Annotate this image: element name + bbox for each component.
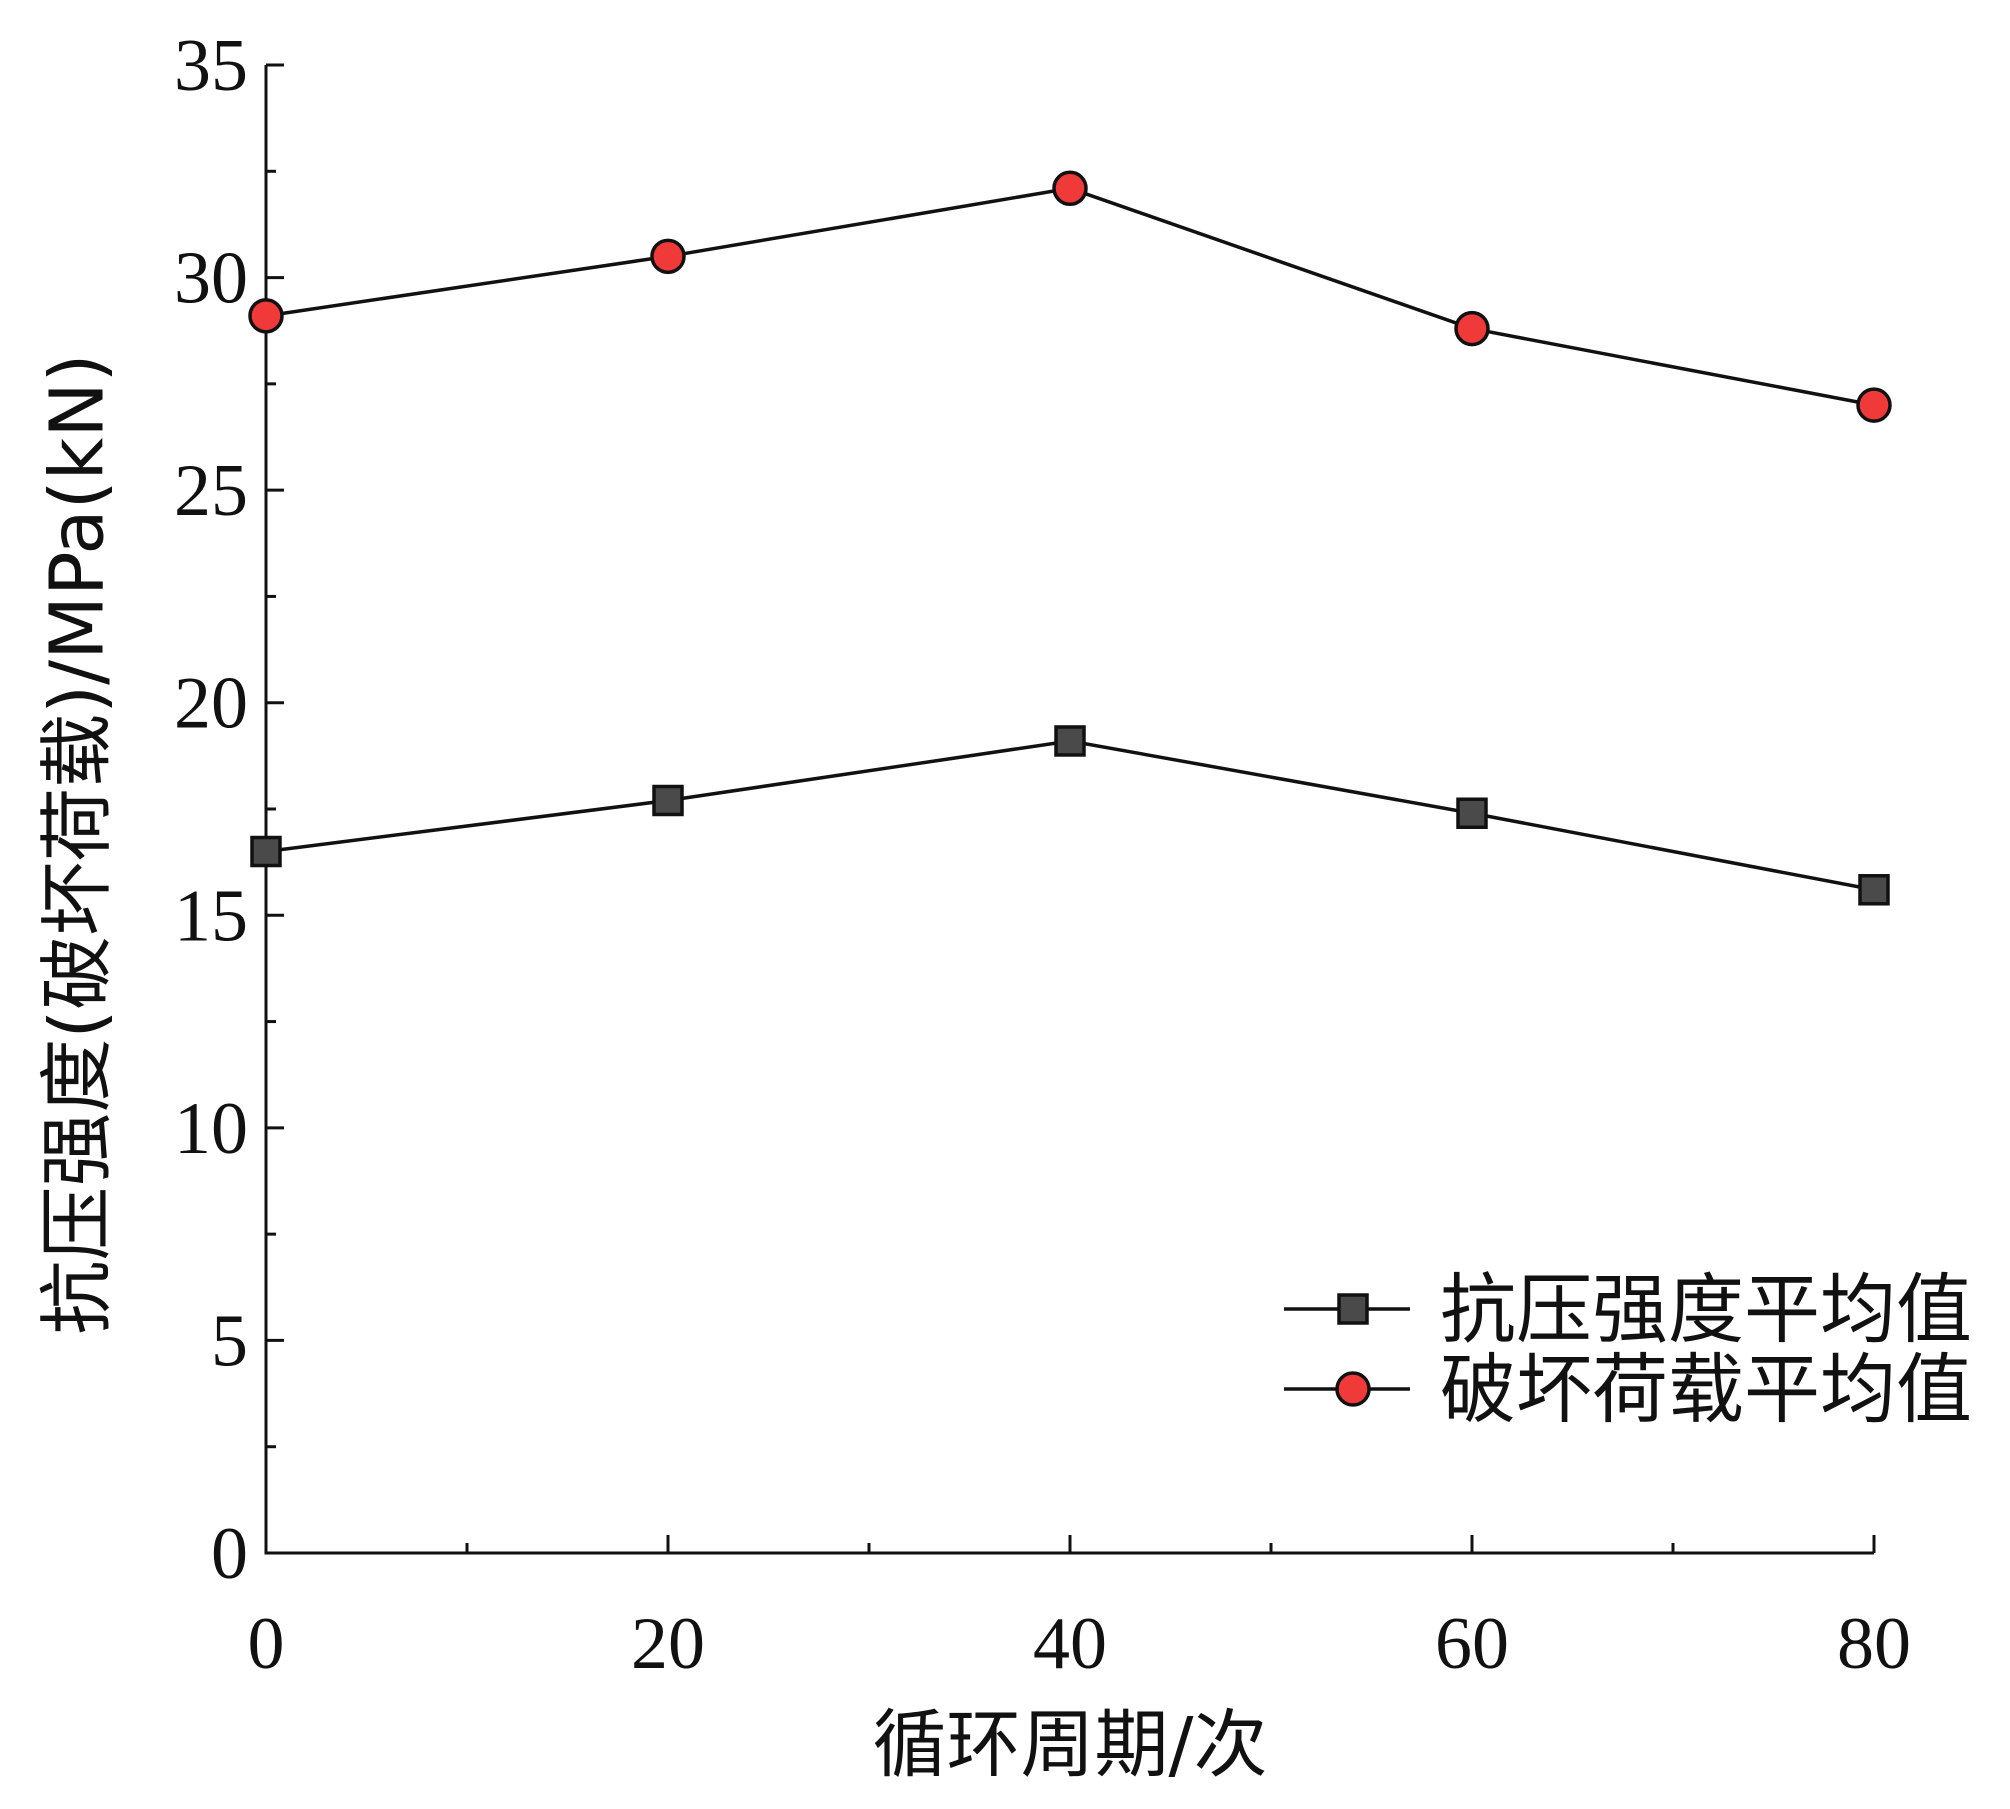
x-tick-label: 80 [1837,1603,1911,1685]
legend-label: 破坏荷载平均值 [1440,1345,1972,1434]
x-tick-label: 0 [248,1603,285,1685]
axes: 0 5 10 15 20 25 30 35 0 20 40 60 80 [174,25,1911,1685]
x-tick-label: 40 [1033,1603,1107,1685]
data-point-square [1054,725,1086,757]
series-line [265,739,1875,892]
y-tick-label: 0 [211,1513,248,1595]
data-point-square [1858,874,1890,906]
series-2 [248,170,1892,423]
y-tick-label: 15 [174,875,248,957]
series-1 [250,725,1890,906]
x-tick-label: 20 [631,1603,705,1685]
series-layer [248,170,1892,906]
y-axis-title: 抗压强度(破坏荷载)/MPa(kN) [35,353,121,1334]
y-tick-label: 10 [174,1088,248,1170]
y-tick-label: 35 [174,25,248,107]
data-point-square [250,835,282,868]
series-line [265,186,1875,407]
x-axis-title: 循环周期/次 [873,1702,1268,1788]
y-tick-label: 20 [174,663,248,745]
data-point-circle [1052,170,1088,207]
x-tick-label: 60 [1435,1603,1509,1685]
data-point-circle [1454,310,1490,347]
y-tick-label: 30 [174,238,248,320]
data-point-circle [248,298,284,334]
data-point-square [652,784,684,817]
y-tick-label: 25 [174,450,248,532]
data-point-square [1456,797,1488,830]
legend-marker [1335,1371,1371,1407]
data-point-circle [1856,387,1892,423]
legend-label: 抗压强度平均值 [1440,1265,1972,1354]
legend-marker [1337,1293,1369,1325]
legend-item: 破坏荷载平均值 [1284,1345,1972,1434]
legend-item: 抗压强度平均值 [1284,1265,1972,1354]
data-point-circle [650,238,686,275]
y-tick-label: 5 [211,1300,248,1382]
